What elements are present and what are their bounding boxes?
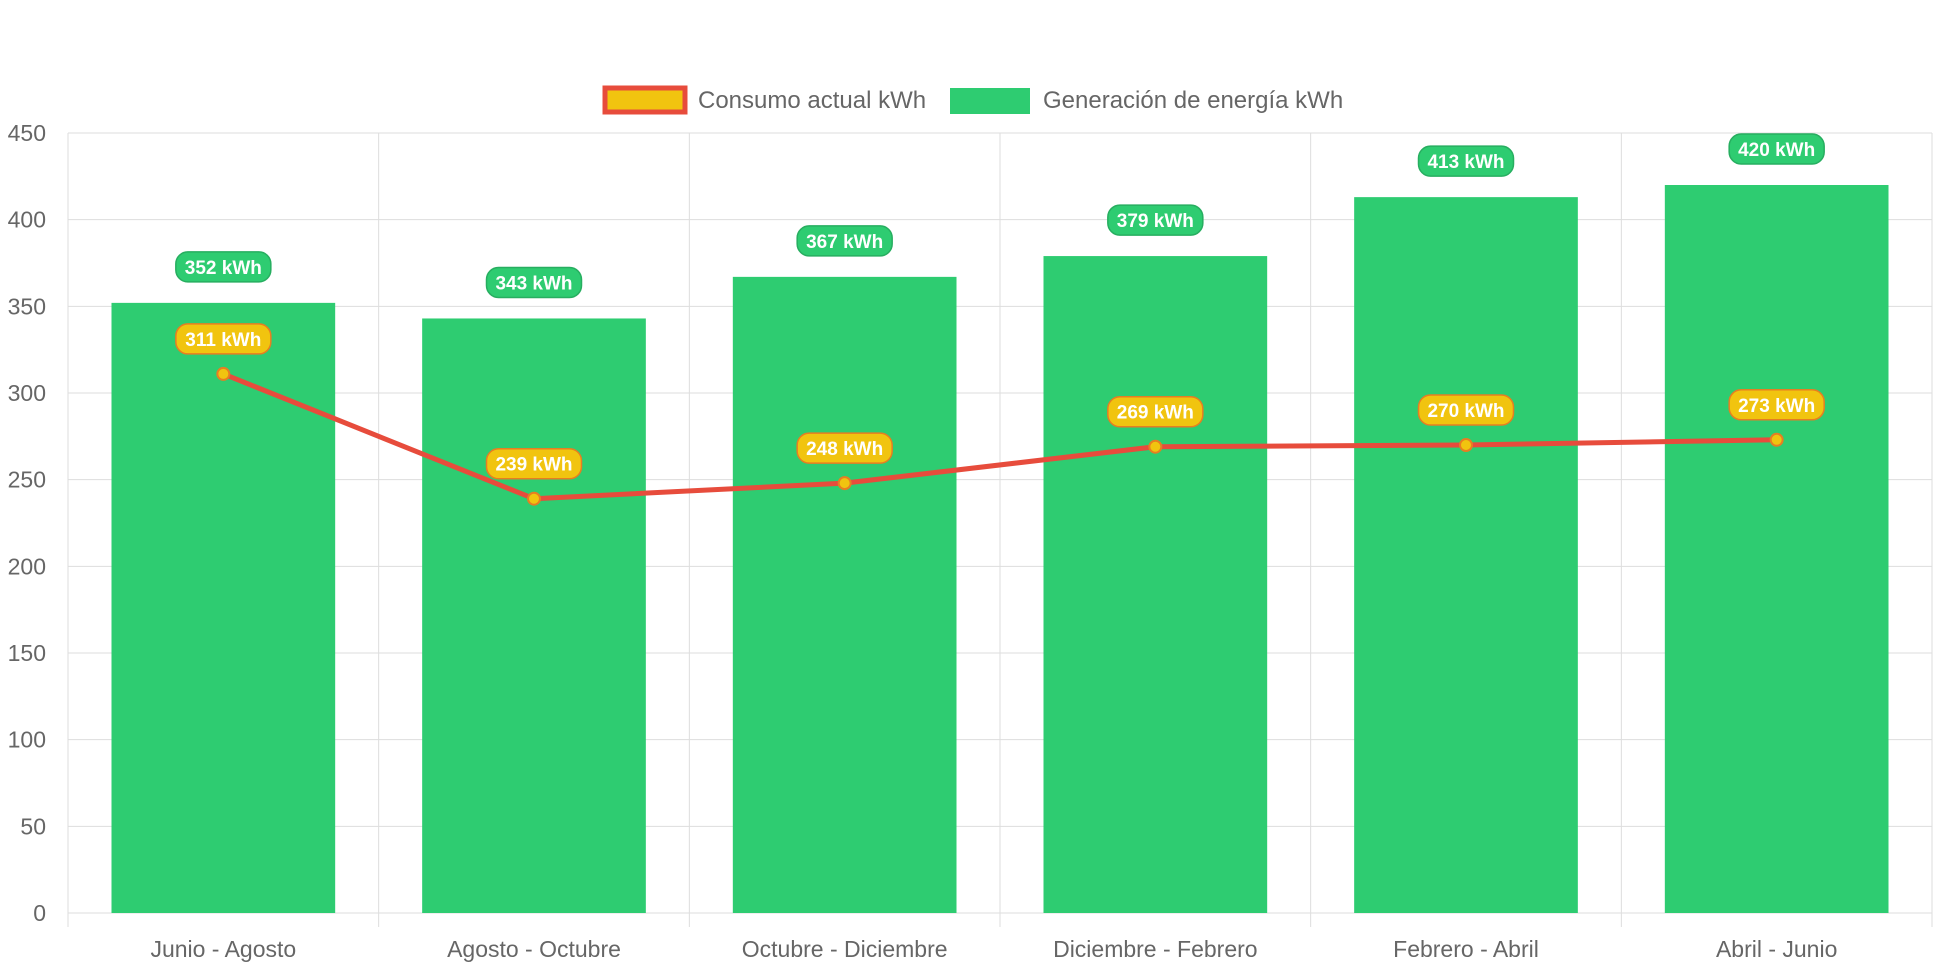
label-consumo-bg [1107,395,1204,428]
legend-item-consumo[interactable]: Consumo actual kWh [602,85,926,115]
y-tick-label: 400 [8,207,46,233]
point-consumo [1769,432,1784,447]
x-tick-label: Agosto - Octubre [447,936,621,962]
legend: Consumo actual kWh Generación de energía… [602,85,1343,115]
legend-swatch-consumo [602,85,688,115]
y-tick-label: 200 [8,553,46,579]
line-consumo [216,366,1784,506]
label-consumo-text: 248 kWh [806,439,883,460]
x-axis: Junio - Agosto Agosto - Octubre Octubre - … [150,936,1837,962]
label-consumo-text: 273 kWh [1738,396,1815,417]
label-generacion-bg [1417,145,1515,177]
label-consumo-bg [1417,394,1515,426]
point-consumo [216,366,231,381]
x-tick-label: Diciembre - Febrero [1053,936,1258,962]
y-tick-label: 0 [33,900,46,926]
y-tick-label: 300 [8,380,46,406]
legend-label-generacion: Generación de energía kWh [1043,87,1343,114]
label-consumo-text: 239 kWh [495,455,572,476]
label-consumo-bg [1728,389,1825,421]
label-generacion: 413 kWh [1417,145,1515,177]
point-consumo [1459,438,1473,452]
point-consumo [1148,439,1163,454]
legend-label-consumo: Consumo actual kWh [698,87,926,114]
label-consumo: 248 kWh [796,432,893,464]
label-consumo: 269 kWh [1107,395,1204,428]
label-generacion: 367 kWh [796,225,893,257]
bar-generacion [1664,185,1889,913]
y-tick-label: 250 [8,467,46,493]
legend-item-generacion[interactable]: Generación de energía kWh [950,87,1343,114]
label-consumo-text: 311 kWh [185,330,261,351]
y-tick-label: 50 [20,813,46,839]
grid [67,132,1933,927]
label-generacion-bg [796,225,893,257]
line-consumo-path [220,371,1780,502]
label-generacion-text: 379 kWh [1117,211,1194,232]
label-consumo: 273 kWh [1728,389,1825,421]
x-tick-label: Junio - Agosto [150,936,296,962]
label-generacion-text: 420 kWh [1738,140,1815,161]
y-tick-label: 450 [8,120,46,146]
label-consumo-text: 269 kWh [1117,403,1194,424]
x-tick-label: Abril - Junio [1716,936,1837,962]
bar-generacion [422,318,646,913]
label-generacion: 343 kWh [485,266,583,299]
label-consumo-bg [796,432,893,464]
bar-generacion [1354,197,1578,914]
label-generacion-bg [175,251,272,283]
label-generacion: 352 kWh [175,251,272,283]
y-axis: 0 50 100 150 200 250 300 350 400 450 [8,120,46,926]
label-consumo: 270 kWh [1417,394,1515,426]
x-tick-label: Febrero - Abril [1393,936,1539,962]
label-consumo-bg [175,323,272,355]
label-consumo: 239 kWh [485,447,583,480]
bar-generacion [732,276,957,913]
y-tick-label: 100 [8,727,46,753]
label-generacion-text: 343 kWh [495,273,572,294]
label-generacion: 420 kWh [1728,133,1825,165]
label-generacion: 379 kWh [1107,204,1204,236]
bars-generacion [111,185,1889,914]
label-consumo: 311 kWh [175,323,272,355]
label-generacion-text: 367 kWh [806,232,883,253]
label-generacion-bg [1728,133,1825,165]
label-generacion-bg [485,266,583,299]
label-generacion-text: 352 kWh [185,258,262,279]
y-tick-label: 150 [8,640,46,666]
x-tick-label: Octubre - Diciembre [742,936,948,962]
y-tick-label: 350 [8,293,46,319]
label-generacion-bg [1107,204,1204,236]
data-labels: 352 kWh 343 kWh 367 kWh 379 kWh 413 kWh 420 k… [175,133,1825,480]
label-consumo-text: 270 kWh [1427,401,1504,422]
label-consumo-bg [485,447,583,480]
label-generacion-text: 413 kWh [1427,152,1504,173]
bar-generacion [111,302,336,913]
point-consumo [527,491,541,506]
legend-swatch-generacion [950,88,1030,114]
point-consumo [837,476,852,491]
bar-generacion [1043,256,1268,914]
